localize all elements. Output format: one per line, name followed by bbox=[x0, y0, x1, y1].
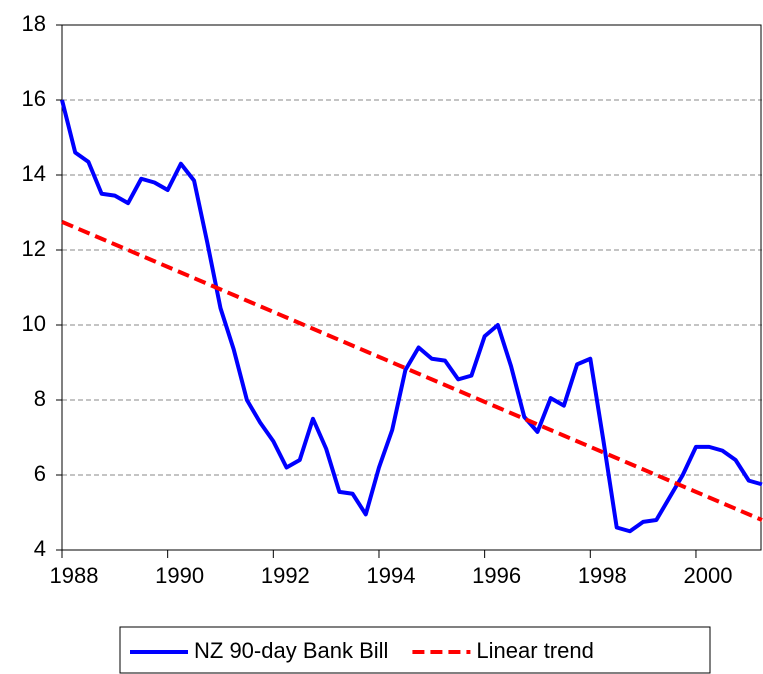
y-tick-label: 8 bbox=[34, 386, 46, 411]
x-tick-label: 1990 bbox=[155, 563, 204, 588]
y-tick-label: 6 bbox=[34, 461, 46, 486]
y-tick-label: 10 bbox=[22, 311, 46, 336]
plot-frame bbox=[61, 24, 762, 551]
y-tick-label: 18 bbox=[22, 11, 46, 36]
y-tick-label: 4 bbox=[34, 536, 46, 561]
y-tick-label: 16 bbox=[22, 86, 46, 111]
x-tick-label: 1988 bbox=[50, 563, 99, 588]
y-tick-label: 14 bbox=[22, 161, 46, 186]
legend-label: NZ 90-day Bank Bill bbox=[194, 638, 388, 663]
y-tick-label: 12 bbox=[22, 236, 46, 261]
x-tick-label: 1996 bbox=[472, 563, 521, 588]
series-line bbox=[60, 99, 763, 534]
series-line bbox=[61, 220, 763, 522]
legend-label: Linear trend bbox=[476, 638, 593, 663]
x-tick-label: 2000 bbox=[683, 563, 732, 588]
x-tick-label: 1992 bbox=[261, 563, 310, 588]
x-tick-label: 1998 bbox=[578, 563, 627, 588]
x-tick-label: 1994 bbox=[367, 563, 416, 588]
